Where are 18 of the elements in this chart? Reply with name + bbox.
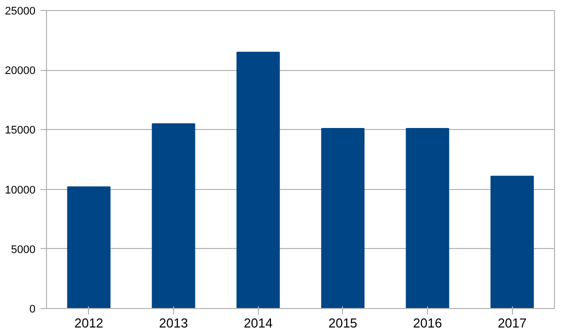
x-tick-label: 2017 — [498, 316, 527, 330]
bar — [406, 128, 450, 308]
x-tick-label: 2014 — [244, 316, 273, 330]
bar — [321, 128, 364, 308]
x-tick-label: 2013 — [159, 316, 188, 330]
y-tick-label: 15000 — [4, 124, 36, 137]
bar — [236, 52, 280, 308]
y-tick-label: 0 — [29, 304, 36, 316]
y-tick-label: 25000 — [4, 6, 36, 18]
bar — [152, 123, 196, 308]
x-tick-label: 2016 — [413, 316, 442, 330]
y-tick-label: 5000 — [11, 244, 36, 256]
y-tick-label: 10000 — [4, 184, 36, 196]
x-tick-label: 2015 — [328, 316, 358, 330]
x-tick-label: 2012 — [74, 316, 104, 330]
bar — [67, 186, 110, 308]
bar — [490, 176, 534, 308]
y-tick-label: 20000 — [4, 65, 36, 78]
